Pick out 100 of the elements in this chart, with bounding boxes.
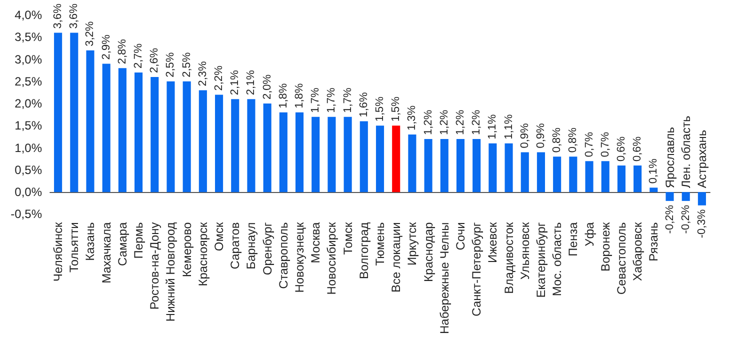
data-label: 3,6% bbox=[68, 3, 80, 29]
x-tick-label: Ижевск bbox=[486, 221, 500, 264]
x-tick-label: Ставрополь bbox=[276, 222, 290, 289]
y-tick-label: 3,0% bbox=[14, 52, 42, 66]
bar bbox=[86, 50, 94, 192]
x-tick-label: Саратов bbox=[228, 222, 242, 270]
x-tick-label: Владивосток bbox=[502, 221, 516, 294]
bar bbox=[150, 76, 159, 192]
data-label: 0,9% bbox=[518, 122, 531, 148]
x-tick-label: Махачкала bbox=[99, 222, 114, 284]
y-tick-label: 4,0% bbox=[14, 8, 42, 22]
data-label: 0,8% bbox=[551, 127, 564, 153]
data-label: 3,2% bbox=[84, 21, 96, 46]
x-tick-label: Нижний Новгород bbox=[164, 222, 178, 322]
bar bbox=[215, 94, 224, 192]
x-tick-label: Хабаровск bbox=[630, 221, 645, 282]
x-tick-label: Набережные Челны bbox=[437, 222, 452, 334]
x-tick-label: Кемерово bbox=[180, 222, 194, 278]
x-tick-label: Иркутск bbox=[405, 221, 420, 266]
data-label: 1,6% bbox=[358, 92, 370, 118]
x-tick-label: Челябинск bbox=[51, 221, 66, 282]
x-tick-label: Тольятти bbox=[67, 222, 82, 272]
bar bbox=[54, 32, 62, 192]
x-tick-label: Оренбург bbox=[260, 222, 274, 276]
bar bbox=[488, 143, 497, 192]
x-tick-label: Екатеринбург bbox=[534, 222, 548, 298]
data-label: 2,5% bbox=[180, 52, 193, 78]
bar bbox=[472, 138, 481, 192]
data-label: 2,1% bbox=[229, 70, 242, 96]
bar bbox=[263, 104, 272, 192]
data-label: 1,7% bbox=[342, 88, 354, 113]
x-tick-label: Санкт-Петербург bbox=[470, 222, 484, 316]
data-label: 1,2% bbox=[454, 110, 466, 135]
bar bbox=[536, 152, 545, 192]
data-label: 0,7% bbox=[583, 132, 596, 158]
data-label: 3,6% bbox=[52, 3, 64, 29]
x-tick-label: Ярославль bbox=[662, 127, 677, 188]
data-label: 2,3% bbox=[196, 60, 209, 86]
y-tick-label: 1,0% bbox=[14, 140, 42, 155]
y-tick-label: 1,5% bbox=[14, 118, 42, 133]
data-label: 2,6% bbox=[148, 48, 161, 73]
y-tick-label: 3,5% bbox=[14, 30, 42, 44]
x-tick-label: Сочи bbox=[453, 222, 468, 250]
y-tick-label: 0,5% bbox=[14, 162, 42, 177]
x-tick-label: Астрахань bbox=[694, 130, 709, 188]
bar bbox=[134, 72, 143, 192]
bar bbox=[231, 99, 240, 192]
x-tick-label: Краснодар bbox=[421, 222, 436, 282]
bar bbox=[392, 126, 400, 192]
data-label: 1,7% bbox=[310, 88, 322, 113]
x-tick-label: Ульяновск bbox=[518, 221, 532, 280]
data-label: 0,1% bbox=[648, 158, 660, 184]
data-label: 0,6% bbox=[615, 136, 628, 162]
data-label: 1,5% bbox=[390, 96, 402, 122]
x-tick-label: Барнаул bbox=[244, 222, 258, 270]
bar bbox=[198, 90, 207, 192]
data-label: 2,0% bbox=[261, 74, 274, 100]
data-label: 0,6% bbox=[632, 136, 644, 162]
bar bbox=[585, 161, 594, 192]
bar bbox=[102, 64, 110, 192]
x-tick-label: Рязань bbox=[646, 222, 661, 262]
data-label: 1,5% bbox=[374, 96, 386, 122]
data-label: 2,9% bbox=[100, 34, 112, 60]
x-tick-label: Самара bbox=[115, 222, 130, 266]
bar bbox=[520, 152, 529, 192]
x-tick-label: Новокузнецк bbox=[292, 221, 307, 293]
data-label: 0,8% bbox=[567, 127, 580, 153]
data-label: 0,7% bbox=[599, 132, 612, 158]
data-label: 1,8% bbox=[277, 83, 290, 108]
x-tick-label: Новосибирск bbox=[324, 221, 339, 295]
data-label: 2,1% bbox=[245, 70, 258, 96]
bar bbox=[408, 134, 416, 192]
bar bbox=[456, 138, 465, 192]
x-tick-label: Воронеж bbox=[598, 222, 612, 272]
y-tick-label: 2,0% bbox=[14, 96, 42, 111]
bar bbox=[376, 126, 384, 192]
x-tick-label: Все локации bbox=[389, 222, 404, 293]
bar bbox=[312, 116, 320, 192]
data-label: 0,9% bbox=[534, 122, 547, 148]
bar bbox=[666, 192, 674, 201]
data-label: 2,2% bbox=[213, 65, 226, 91]
bar bbox=[328, 116, 336, 192]
bar bbox=[295, 112, 304, 192]
bar bbox=[634, 166, 642, 192]
data-label: 1,2% bbox=[470, 110, 483, 135]
data-label: 1,1% bbox=[486, 114, 499, 140]
x-tick-label: Красноярск bbox=[196, 221, 210, 286]
bar bbox=[617, 166, 626, 192]
x-tick-label: Севастополь bbox=[614, 222, 628, 295]
data-label: 1,2% bbox=[438, 110, 450, 135]
y-tick-label: 2,5% bbox=[14, 74, 42, 88]
data-label: 1,1% bbox=[502, 114, 515, 140]
bar bbox=[650, 188, 658, 192]
data-label: -0,2% bbox=[680, 204, 692, 234]
data-label: 2,8% bbox=[116, 38, 128, 64]
bar bbox=[504, 143, 513, 192]
bar bbox=[601, 161, 610, 192]
bar bbox=[569, 156, 578, 192]
x-tick-label: Москва bbox=[308, 222, 323, 264]
bar bbox=[166, 81, 175, 192]
